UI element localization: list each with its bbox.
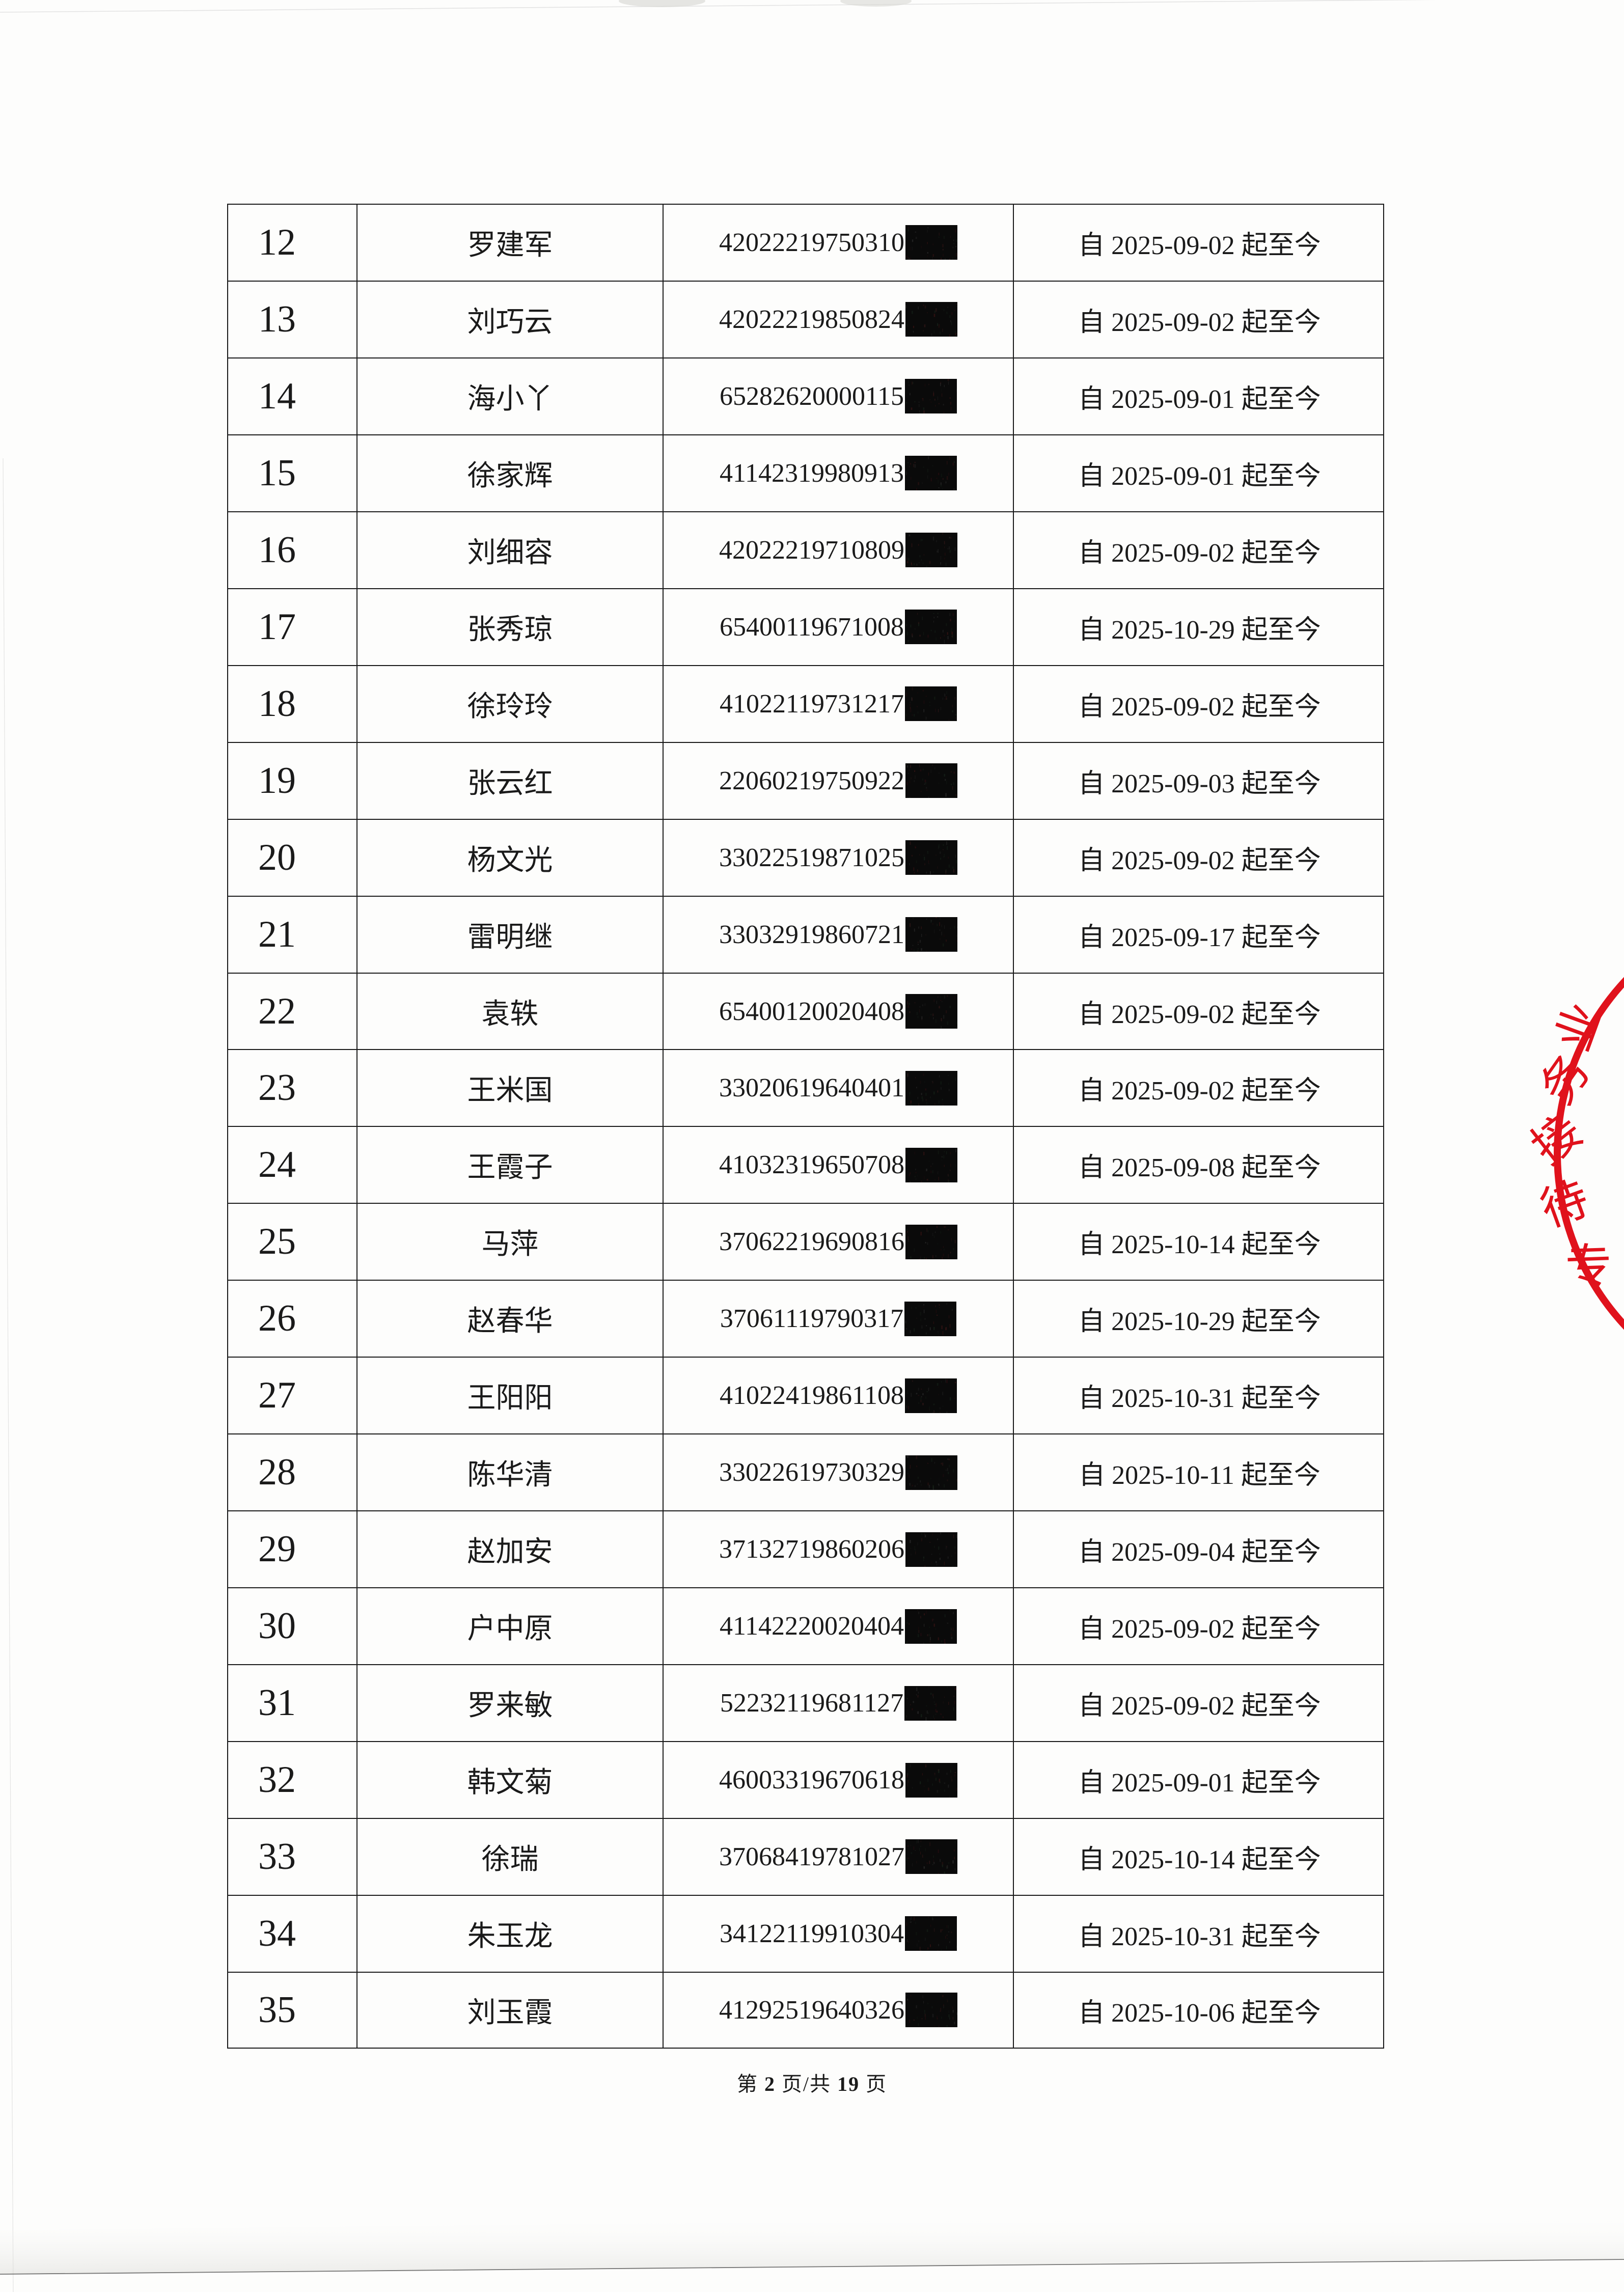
svg-text:务: 务 xyxy=(1531,1045,1600,1114)
svg-text:业: 业 xyxy=(1547,996,1612,1057)
svg-text:待: 待 xyxy=(1534,1172,1595,1236)
svg-text:接: 接 xyxy=(1523,1104,1591,1174)
svg-text:专: 专 xyxy=(1564,1240,1613,1293)
